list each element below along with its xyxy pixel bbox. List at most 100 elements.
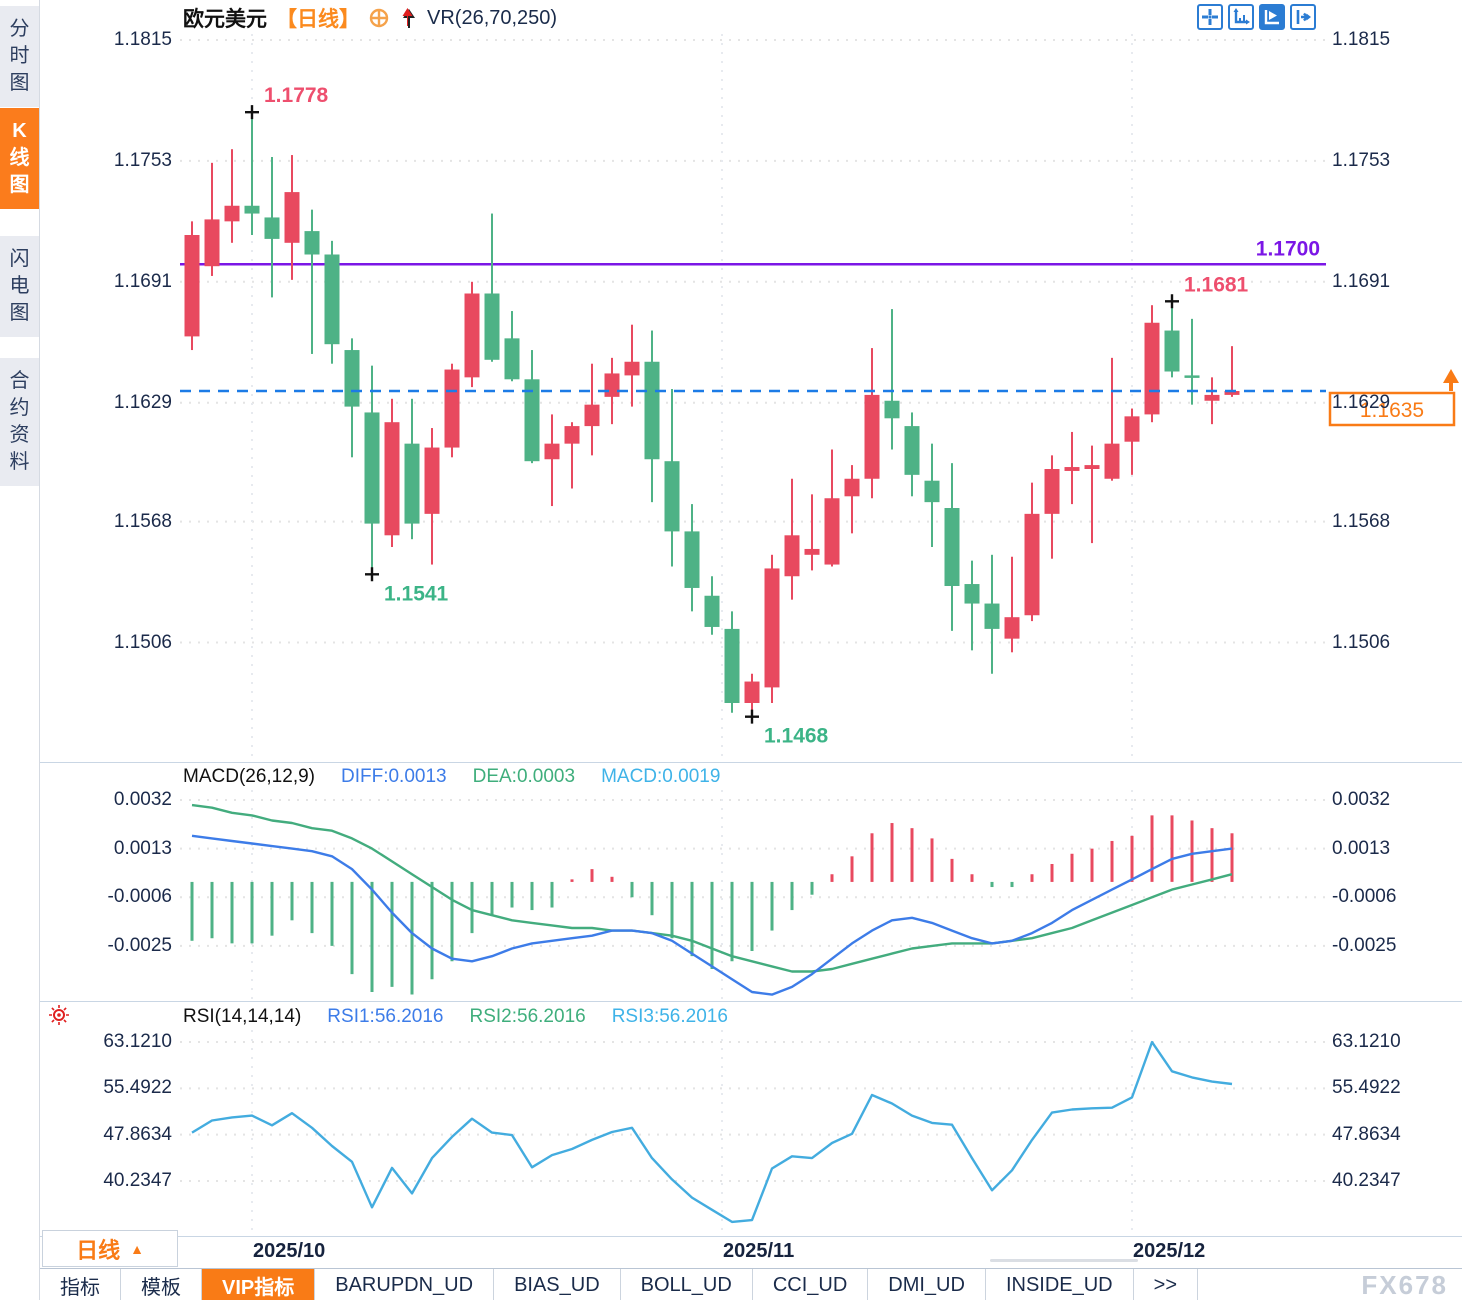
sidebar-item-3[interactable]: 闪电图	[0, 236, 39, 337]
price-tick-right: 1.1753	[1332, 149, 1391, 171]
candle-29	[744, 673, 760, 717]
macd-tick-left: 0.0032	[113, 789, 172, 810]
tab-bias_ud[interactable]: BIAS_UD	[494, 1269, 621, 1300]
candle-10	[364, 365, 380, 575]
candle-23	[624, 324, 640, 407]
chevron-up-icon: ▲	[130, 1240, 144, 1257]
tab->>[interactable]: >>	[1134, 1269, 1198, 1300]
candle-8	[324, 240, 340, 364]
macd-diff-line	[191, 834, 1233, 996]
sidebar-item-char: 资	[9, 424, 30, 446]
rsi-title[interactable]: RSI(14,14,14)	[183, 1006, 302, 1027]
sidebar-item-char: 线	[9, 147, 30, 169]
price-tick-left: 1.1753	[113, 149, 172, 171]
candle-50	[1164, 301, 1180, 378]
month-label: 2025/12	[1133, 1240, 1206, 1262]
sidebar-item-1[interactable]: 分时图	[0, 6, 39, 107]
rsi-header: RSI(14,14,14) RSI1:56.2016 RSI2:56.2016 …	[183, 1006, 728, 1028]
macd-tick-left: 0.0013	[113, 837, 172, 859]
candle-36	[884, 309, 900, 450]
period-label[interactable]: 【日线】	[276, 8, 360, 31]
goto-latest-icon[interactable]	[1290, 4, 1316, 30]
add-indicator-icon[interactable]	[369, 8, 389, 28]
trend-up-arrow-icon	[398, 6, 418, 30]
macd-tick-right: 0.0013	[1332, 837, 1391, 859]
sidebar-item-4[interactable]: 合约资料	[0, 358, 39, 486]
tab-vip指标[interactable]: VIP指标	[202, 1269, 316, 1300]
candle-15	[464, 281, 480, 388]
candle-19	[544, 414, 560, 507]
sidebar-item-char: 图	[9, 174, 30, 196]
candle-52	[1204, 377, 1220, 425]
candle-26	[684, 504, 700, 612]
macd-dea-value: DEA:0.0003	[472, 766, 576, 787]
axis-scale-icon[interactable]	[1228, 4, 1254, 30]
month-label: 2025/10	[253, 1240, 326, 1262]
sidebar-item-char: 图	[9, 302, 30, 324]
candle-44	[1044, 455, 1060, 559]
candle-46	[1084, 445, 1100, 544]
candle-20	[564, 422, 580, 489]
candle-40	[964, 560, 980, 651]
period-selector-button[interactable]: 日线 ▲	[42, 1230, 178, 1267]
candle-7	[304, 209, 320, 354]
tab-barupdn_ud[interactable]: BARUPDN_UD	[315, 1269, 495, 1300]
macd-tick-right: -0.0025	[1332, 934, 1397, 956]
chart-header: 欧元美元 【日线】 VR(26,70,250)	[183, 3, 557, 33]
resistance-level-label: 1.1700	[1256, 237, 1320, 260]
macd-header: MACD(26,12,9) DIFF:0.0013 DEA:0.0003 MAC…	[183, 766, 720, 788]
rsi-tick-left: 63.1210	[103, 1031, 172, 1052]
rsi-tick-right: 63.1210	[1332, 1031, 1401, 1052]
macd-dea-line	[191, 803, 1233, 973]
extreme-marker-icon	[745, 709, 759, 724]
extreme-marker-icon	[365, 567, 379, 582]
candle-32	[804, 494, 820, 571]
tab-cci_ud[interactable]: CCI_UD	[753, 1269, 869, 1300]
rsi-tick-right: 55.4922	[1332, 1077, 1401, 1099]
svg-text:1.1635: 1.1635	[1360, 399, 1424, 422]
rsi1-value: RSI1:56.2016	[327, 1006, 444, 1027]
auto-scroll-icon[interactable]	[1259, 4, 1285, 30]
panel-separator	[40, 1001, 1462, 1002]
candle-3	[224, 149, 240, 243]
candle-43	[1024, 482, 1040, 622]
rsi-tick-left: 55.4922	[103, 1077, 172, 1099]
price-tick-right: 1.1629	[1332, 391, 1391, 413]
candle-9	[344, 338, 360, 458]
sidebar-item-char: 闪	[9, 248, 30, 270]
macd-tick-left: -0.0025	[107, 934, 172, 956]
tab-dmi_ud[interactable]: DMI_UD	[868, 1269, 986, 1300]
price-tick-right: 1.1568	[1332, 510, 1391, 532]
candle-27	[704, 576, 720, 635]
indicator-settings-icon[interactable]	[48, 1004, 70, 1031]
vr-indicator-label: VR(26,70,250)	[427, 6, 558, 29]
macd-diff-value: DIFF:0.0013	[341, 766, 447, 787]
candle-34	[844, 465, 860, 534]
candle-42	[1004, 556, 1020, 653]
tab-boll_ud[interactable]: BOLL_UD	[621, 1269, 753, 1300]
panel-separator	[40, 762, 1462, 763]
candle-53	[1224, 346, 1240, 397]
rsi-tick-right: 40.2347	[1332, 1170, 1401, 1191]
tab-inside_ud[interactable]: INSIDE_UD	[986, 1269, 1134, 1300]
macd-title[interactable]: MACD(26,12,9)	[183, 766, 315, 787]
tab-指标[interactable]: 指标	[40, 1269, 121, 1300]
symbol-title: 欧元美元	[183, 8, 267, 31]
candle-28	[724, 611, 740, 713]
sidebar-item-char: 时	[9, 45, 30, 67]
candle-39	[944, 463, 960, 631]
candle-5	[264, 157, 280, 298]
tab-模板[interactable]: 模板	[121, 1269, 202, 1300]
price-annotation: 1.1681	[1184, 273, 1249, 296]
price-annotation: 1.1468	[764, 725, 829, 748]
crosshair-move-icon[interactable]	[1197, 4, 1223, 30]
price-tick-right: 1.1691	[1332, 270, 1391, 292]
gridlines	[180, 34, 1326, 1235]
horizontal-scrollbar[interactable]	[990, 1259, 1138, 1262]
rsi-line	[191, 1040, 1233, 1224]
sidebar-item-char: K	[12, 120, 27, 142]
candle-47	[1104, 357, 1120, 481]
